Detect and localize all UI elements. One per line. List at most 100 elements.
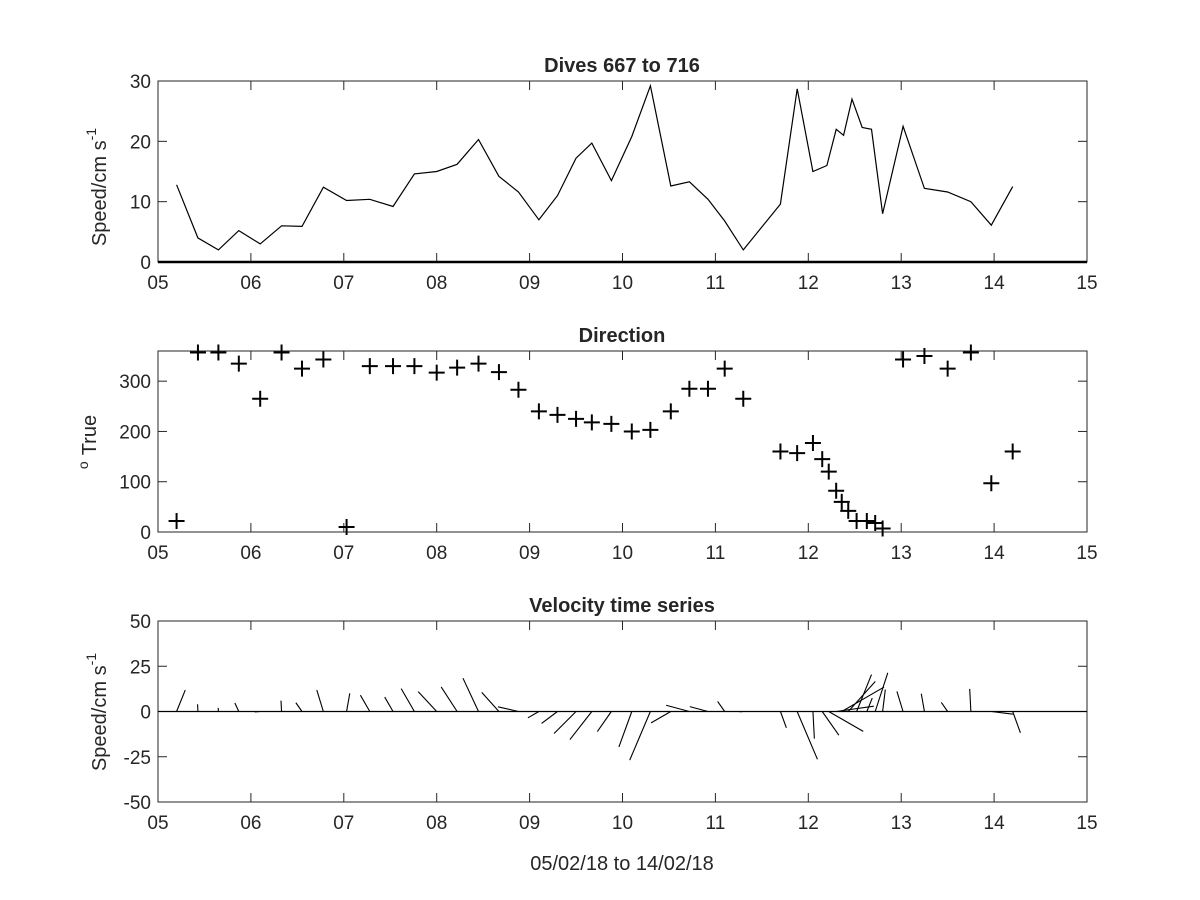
direction-panel-plus-marker <box>681 380 698 397</box>
speed-panel-x-tick-label: 12 <box>798 273 819 294</box>
direction-panel-plus-marker <box>642 421 659 438</box>
velocity-panel-velocity-stick <box>497 706 519 713</box>
velocity-panel-velocity-stick <box>553 711 577 734</box>
direction-panel-x-tick-label: 14 <box>984 543 1006 564</box>
speed-panel-series-line <box>176 83 1014 251</box>
direction-panel-plus-marker <box>814 451 831 468</box>
velocity-panel-ylabel: Speed/cm s-1 <box>83 653 111 771</box>
direction-panel-plus-marker <box>449 359 466 376</box>
direction-panel-ylabel-superscript: o <box>75 461 91 469</box>
direction-panel-plot-area: 05 06 07 08 09 10 11 12 13 14 15 0 100 200 300 <box>119 344 1098 564</box>
velocity-panel-xlabel: 05/02/18 to 14/02/18 <box>530 853 714 875</box>
velocity-panel-velocity-stick <box>400 688 415 712</box>
velocity-panel-velocity-stick <box>717 701 726 712</box>
direction-panel-plus-marker <box>804 435 821 452</box>
speed-panel-x-tick-label: 10 <box>612 273 633 294</box>
speed-panel-x-tick-label: 09 <box>519 273 540 294</box>
direction-panel-plus-marker <box>772 443 789 460</box>
velocity-panel-velocity-stick <box>689 706 709 713</box>
velocity-panel-velocity-stick <box>541 711 558 724</box>
direction-panel-plus-marker <box>230 355 247 372</box>
direction-panel-plus-marker <box>549 406 566 423</box>
speed-panel-y-tick-label: 30 <box>130 72 151 93</box>
direction-panel-x-tick-label: 06 <box>240 543 261 564</box>
speed-panel-ylabel: Speed/cm s-1 <box>83 128 111 246</box>
velocity-panel-velocity-stick <box>417 691 438 712</box>
direction-panel-x-tick-label: 13 <box>891 543 912 564</box>
velocity-panel-velocity-stick <box>940 702 949 712</box>
speed-panel-x-tick-label: 06 <box>240 273 261 294</box>
direction-panel-plus-marker <box>789 445 806 462</box>
direction-panel-plus-marker <box>530 403 547 420</box>
velocity-panel-velocity-stick <box>618 711 633 748</box>
speed-panel-x-tick-label: 08 <box>426 273 447 294</box>
speed-panel: Dives 667 to 716 Speed/cm s-1 05 06 07 08 09… <box>83 55 1098 294</box>
direction-panel-plus-marker <box>820 463 837 480</box>
direction-panel-x-tick-label: 15 <box>1076 543 1097 564</box>
velocity-panel-velocity-stick <box>440 686 458 712</box>
direction-panel-plus-marker <box>1004 443 1021 460</box>
direction-panel-plus-marker <box>603 415 620 432</box>
velocity-panel-velocity-stick <box>882 689 886 712</box>
velocity-panel-y-tick-label: -25 <box>124 748 151 769</box>
direction-panel-plus-marker <box>623 423 640 440</box>
speed-panel-y-tick-label: 0 <box>140 253 151 274</box>
velocity-panel-velocity-stick <box>920 693 925 712</box>
velocity-panel-plot-area: 05 06 07 08 09 10 11 12 13 14 15 -50 -25 0 25 50 <box>124 612 1098 834</box>
velocity-panel-velocity-stick <box>295 702 303 712</box>
velocity-panel-y-tick-label: 0 <box>140 703 151 724</box>
velocity-panel-velocity-stick <box>462 677 480 712</box>
velocity-panel-velocity-stick <box>176 689 186 712</box>
velocity-panel-velocity-stick <box>866 697 873 712</box>
direction-panel-plus-marker <box>361 358 378 375</box>
direction-panel-plus-marker <box>470 355 487 372</box>
direction-panel-ylabel-text: True <box>79 415 101 455</box>
speed-panel-title: Dives 667 to 716 <box>544 55 700 77</box>
direction-panel-plus-marker <box>168 512 185 529</box>
direction-panel-y-tick-label: 0 <box>140 523 151 544</box>
direction-panel-plus-marker <box>833 493 850 510</box>
speed-panel-axes-box <box>157 80 1088 263</box>
velocity-panel-velocity-stick <box>828 711 864 732</box>
velocity-panel-velocity-stick <box>991 710 1013 715</box>
direction-panel-plus-marker <box>583 414 600 431</box>
direction-panel-plus-marker <box>428 364 445 381</box>
velocity-panel-velocity-stick <box>346 693 351 712</box>
direction-panel-plus-marker <box>662 403 679 420</box>
speed-panel-y-tick-label: 20 <box>130 132 151 153</box>
direction-panel-axes-box <box>157 350 1088 533</box>
velocity-panel-velocity-stick <box>796 711 818 760</box>
direction-panel-x-tick-label: 09 <box>519 543 540 564</box>
velocity-panel-velocity-stick <box>779 711 787 729</box>
velocity-panel-x-tick-label: 13 <box>891 813 912 834</box>
velocity-panel-velocity-stick <box>596 711 612 732</box>
direction-panel-plus-marker <box>828 482 845 499</box>
direction-panel-plus-marker <box>939 360 956 377</box>
velocity-panel-velocity-stick <box>856 674 873 712</box>
speed-panel-x-tick-label: 07 <box>333 273 354 294</box>
velocity-panel-velocity-stick <box>481 692 500 712</box>
velocity-panel-velocity-stick <box>821 711 840 736</box>
direction-panel-plus-marker <box>315 351 332 368</box>
direction-panel-plus-marker <box>568 410 585 427</box>
direction-panel-x-tick-label: 10 <box>612 543 633 564</box>
direction-panel-ylabel: o True <box>75 415 101 469</box>
direction-panel-y-tick-label: 200 <box>119 422 151 443</box>
velocity-panel-velocity-stick <box>1012 711 1021 733</box>
direction-panel-x-tick-label: 07 <box>333 543 354 564</box>
speed-panel-plot-area: 05 06 07 08 09 10 11 12 13 14 15 0 10 20 30 <box>130 72 1098 294</box>
direction-panel-plus-marker <box>699 380 716 397</box>
direction-panel-y-tick-label: 300 <box>119 372 151 393</box>
velocity-panel-velocity-stick <box>527 711 540 719</box>
velocity-panel-x-tick-label: 08 <box>426 813 447 834</box>
direction-panel-plus-marker <box>510 381 527 398</box>
velocity-panel-velocity-stick <box>812 711 815 739</box>
velocity-panel-velocity-stick <box>650 711 672 724</box>
velocity-panel-x-tick-label: 05 <box>147 813 168 834</box>
direction-panel-plus-marker <box>406 358 423 375</box>
velocity-panel-velocity-stick <box>629 711 651 761</box>
velocity-panel-velocity-stick <box>280 700 283 712</box>
direction-panel-plus-marker <box>916 348 933 365</box>
velocity-panel-velocity-stick <box>569 711 593 740</box>
velocity-panel-x-tick-label: 15 <box>1076 813 1097 834</box>
